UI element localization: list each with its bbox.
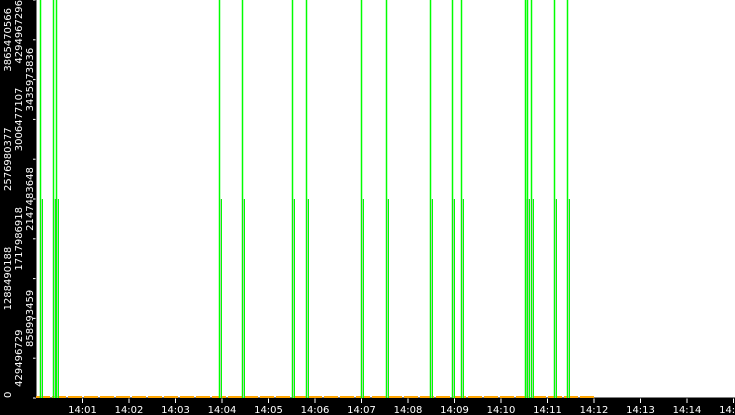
- x-axis: 14:01 14:02 14:03 14:04 14:05 14:06 14:07 14:08…: [35, 0, 735, 415]
- y-tick-label: 2576980377: [3, 127, 14, 191]
- y-axis: 0429496729858993459128849018817179869182…: [3, 0, 36, 399]
- x-tick-label: 14:05: [254, 405, 283, 415]
- y-tick-label: 0: [3, 392, 14, 398]
- x-tick-label: 14:13: [626, 405, 655, 415]
- x-tick-label: 14:03: [161, 405, 190, 415]
- y-tick-label: 2147483648: [25, 167, 36, 231]
- x-tick-label: 14:14: [673, 405, 702, 415]
- x-tick-label: 14:15: [719, 405, 735, 415]
- x-tick-label: 14:01: [68, 405, 97, 415]
- y-tick-label: 3865470566: [3, 8, 14, 72]
- y-tick-label: 1288490188: [3, 247, 14, 311]
- x-tick-label: 14:09: [440, 405, 469, 415]
- x-tick-label: 14:02: [115, 405, 144, 415]
- y-tick-label: 3435973836: [25, 48, 36, 112]
- x-tick-label: 14:06: [301, 405, 330, 415]
- x-tick-label: 14:11: [533, 405, 562, 415]
- y-tick-label: 858993459: [25, 290, 36, 347]
- x-tick-label: 14:07: [347, 405, 376, 415]
- y-tick-label: 429496729: [14, 330, 25, 387]
- y-tick-label: 3006477107: [14, 88, 25, 152]
- x-tick-label: 14:08: [394, 405, 423, 415]
- y-tick-label: 1717986918: [14, 207, 25, 271]
- marks: [36, 0, 594, 398]
- x-tick-label: 14:04: [208, 405, 237, 415]
- x-tick-label: 14:12: [580, 405, 609, 415]
- x-tick-label: 14:10: [487, 405, 516, 415]
- y-tick-label: 4294967296: [14, 0, 25, 64]
- plot-area: [36, 0, 735, 398]
